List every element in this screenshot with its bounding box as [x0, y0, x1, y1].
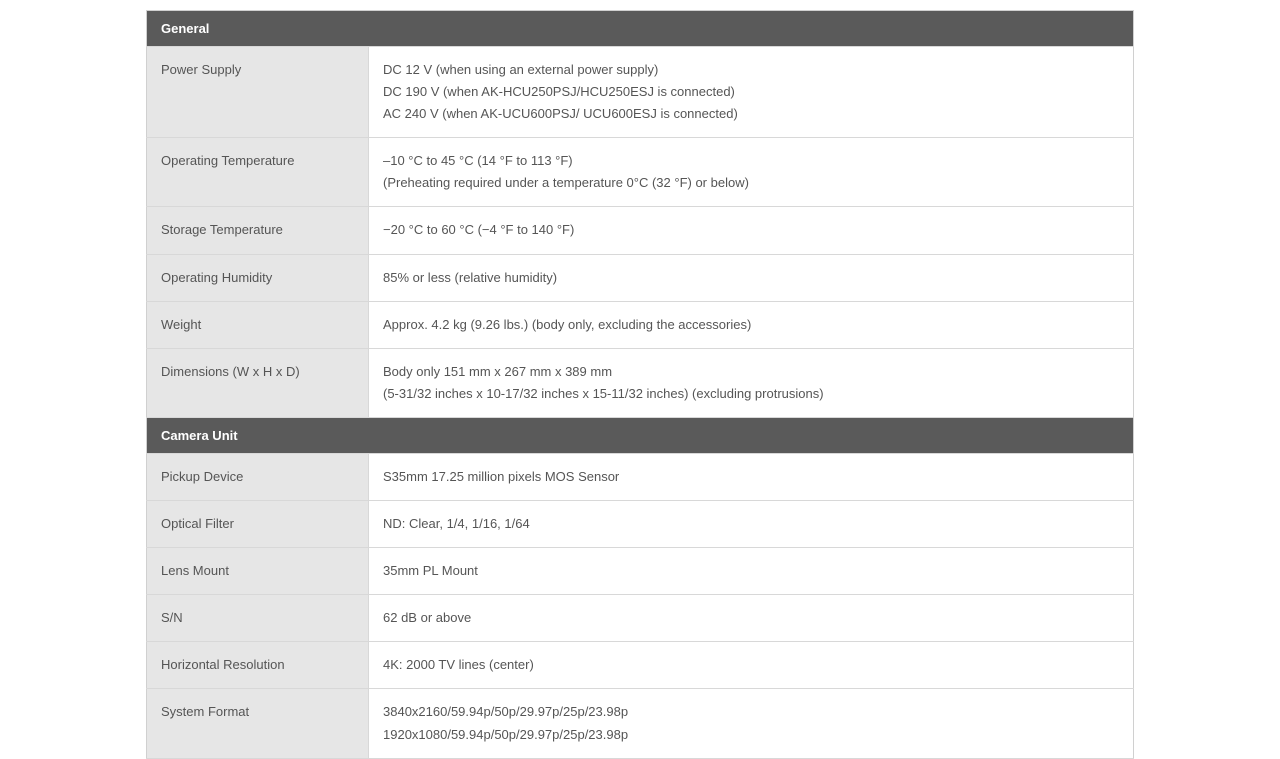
- section-header: Camera Unit: [147, 417, 1134, 453]
- spec-value-line: S35mm 17.25 million pixels MOS Sensor: [383, 466, 1119, 488]
- spec-row: S/N 62 dB or above: [147, 595, 1134, 642]
- spec-value-line: 1920x1080/59.94p/50p/29.97p/25p/23.98p: [383, 724, 1119, 746]
- spec-label: Dimensions (W x H x D): [147, 348, 369, 417]
- spec-row: Dimensions (W x H x D)Body only 151 mm x…: [147, 348, 1134, 417]
- spec-value: 62 dB or above: [369, 595, 1134, 642]
- spec-row: Lens Mount 35mm PL Mount: [147, 548, 1134, 595]
- spec-row: Pickup Device S35mm 17.25 million pixels …: [147, 453, 1134, 500]
- spec-value-line: (Preheating required under a temperature…: [383, 172, 1119, 194]
- spec-label: Lens Mount: [147, 548, 369, 595]
- spec-label: S/N: [147, 595, 369, 642]
- spec-value: Body only 151 mm x 267 mm x 389 mm(5-31/…: [369, 348, 1134, 417]
- spec-value: 4K: 2000 TV lines (center): [369, 642, 1134, 689]
- spec-value-line: −20 °C to 60 °C (−4 °F to 140 °F): [383, 219, 1119, 241]
- section-title: Camera Unit: [147, 417, 1134, 453]
- spec-label: System Format: [147, 689, 369, 758]
- spec-value-line: DC 12 V (when using an external power su…: [383, 59, 1119, 81]
- spec-value: S35mm 17.25 million pixels MOS Sensor: [369, 453, 1134, 500]
- spec-value-line: 85% or less (relative humidity): [383, 267, 1119, 289]
- spec-row: Storage Temperature −20 °C to 60 °C (−4 °…: [147, 207, 1134, 254]
- spec-value-line: 4K: 2000 TV lines (center): [383, 654, 1119, 676]
- spec-label: Operating Temperature: [147, 138, 369, 207]
- spec-value-line: 35mm PL Mount: [383, 560, 1119, 582]
- spec-label: Horizontal Resolution: [147, 642, 369, 689]
- spec-label: Weight: [147, 301, 369, 348]
- spec-value: Approx. 4.2 kg (9.26 lbs.) (body only, e…: [369, 301, 1134, 348]
- spec-value: 3840x2160/59.94p/50p/29.97p/25p/23.98p19…: [369, 689, 1134, 758]
- spec-value: 85% or less (relative humidity): [369, 254, 1134, 301]
- spec-value-line: (5-31/32 inches x 10-17/32 inches x 15-1…: [383, 383, 1119, 405]
- spec-row: Power Supply DC 12 V (when using an exter…: [147, 47, 1134, 138]
- spec-value: –10 °C to 45 °C (14 °F to 113 °F)(Prehea…: [369, 138, 1134, 207]
- spec-value: ND: Clear, 1/4, 1/16, 1/64: [369, 501, 1134, 548]
- spec-row: Operating Humidity 85% or less (relative …: [147, 254, 1134, 301]
- spec-label: Storage Temperature: [147, 207, 369, 254]
- spec-row: Operating Temperature–10 °C to 45 °C (14…: [147, 138, 1134, 207]
- spec-row: Weight Approx. 4.2 kg (9.26 lbs.) (body o…: [147, 301, 1134, 348]
- spec-table-body: GeneralPower Supply DC 12 V (when using a…: [147, 11, 1134, 759]
- spec-label: Operating Humidity: [147, 254, 369, 301]
- spec-row: Horizontal Resolution 4K: 2000 TV lines (…: [147, 642, 1134, 689]
- spec-value-line: ND: Clear, 1/4, 1/16, 1/64: [383, 513, 1119, 535]
- spec-value-line: 3840x2160/59.94p/50p/29.97p/25p/23.98p: [383, 701, 1119, 723]
- spec-value: −20 °C to 60 °C (−4 °F to 140 °F): [369, 207, 1134, 254]
- spec-value-line: AC 240 V (when AK-UCU600PSJ/ UCU600ESJ i…: [383, 103, 1119, 125]
- spec-value: 35mm PL Mount: [369, 548, 1134, 595]
- spec-value-line: –10 °C to 45 °C (14 °F to 113 °F): [383, 150, 1119, 172]
- spec-label: Optical Filter: [147, 501, 369, 548]
- spec-value: DC 12 V (when using an external power su…: [369, 47, 1134, 138]
- spec-value-line: Approx. 4.2 kg (9.26 lbs.) (body only, e…: [383, 314, 1119, 336]
- spec-label: Power Supply: [147, 47, 369, 138]
- spec-value-line: 62 dB or above: [383, 607, 1119, 629]
- spec-label: Pickup Device: [147, 453, 369, 500]
- section-header: General: [147, 11, 1134, 47]
- section-title: General: [147, 11, 1134, 47]
- spec-row: System Format3840x2160/59.94p/50p/29.97p…: [147, 689, 1134, 758]
- spec-value-line: Body only 151 mm x 267 mm x 389 mm: [383, 361, 1119, 383]
- spec-table: GeneralPower Supply DC 12 V (when using a…: [146, 10, 1134, 759]
- spec-row: Optical Filter ND: Clear, 1/4, 1/16, 1/64: [147, 501, 1134, 548]
- spec-value-line: DC 190 V (when AK-HCU250PSJ/HCU250ESJ is…: [383, 81, 1119, 103]
